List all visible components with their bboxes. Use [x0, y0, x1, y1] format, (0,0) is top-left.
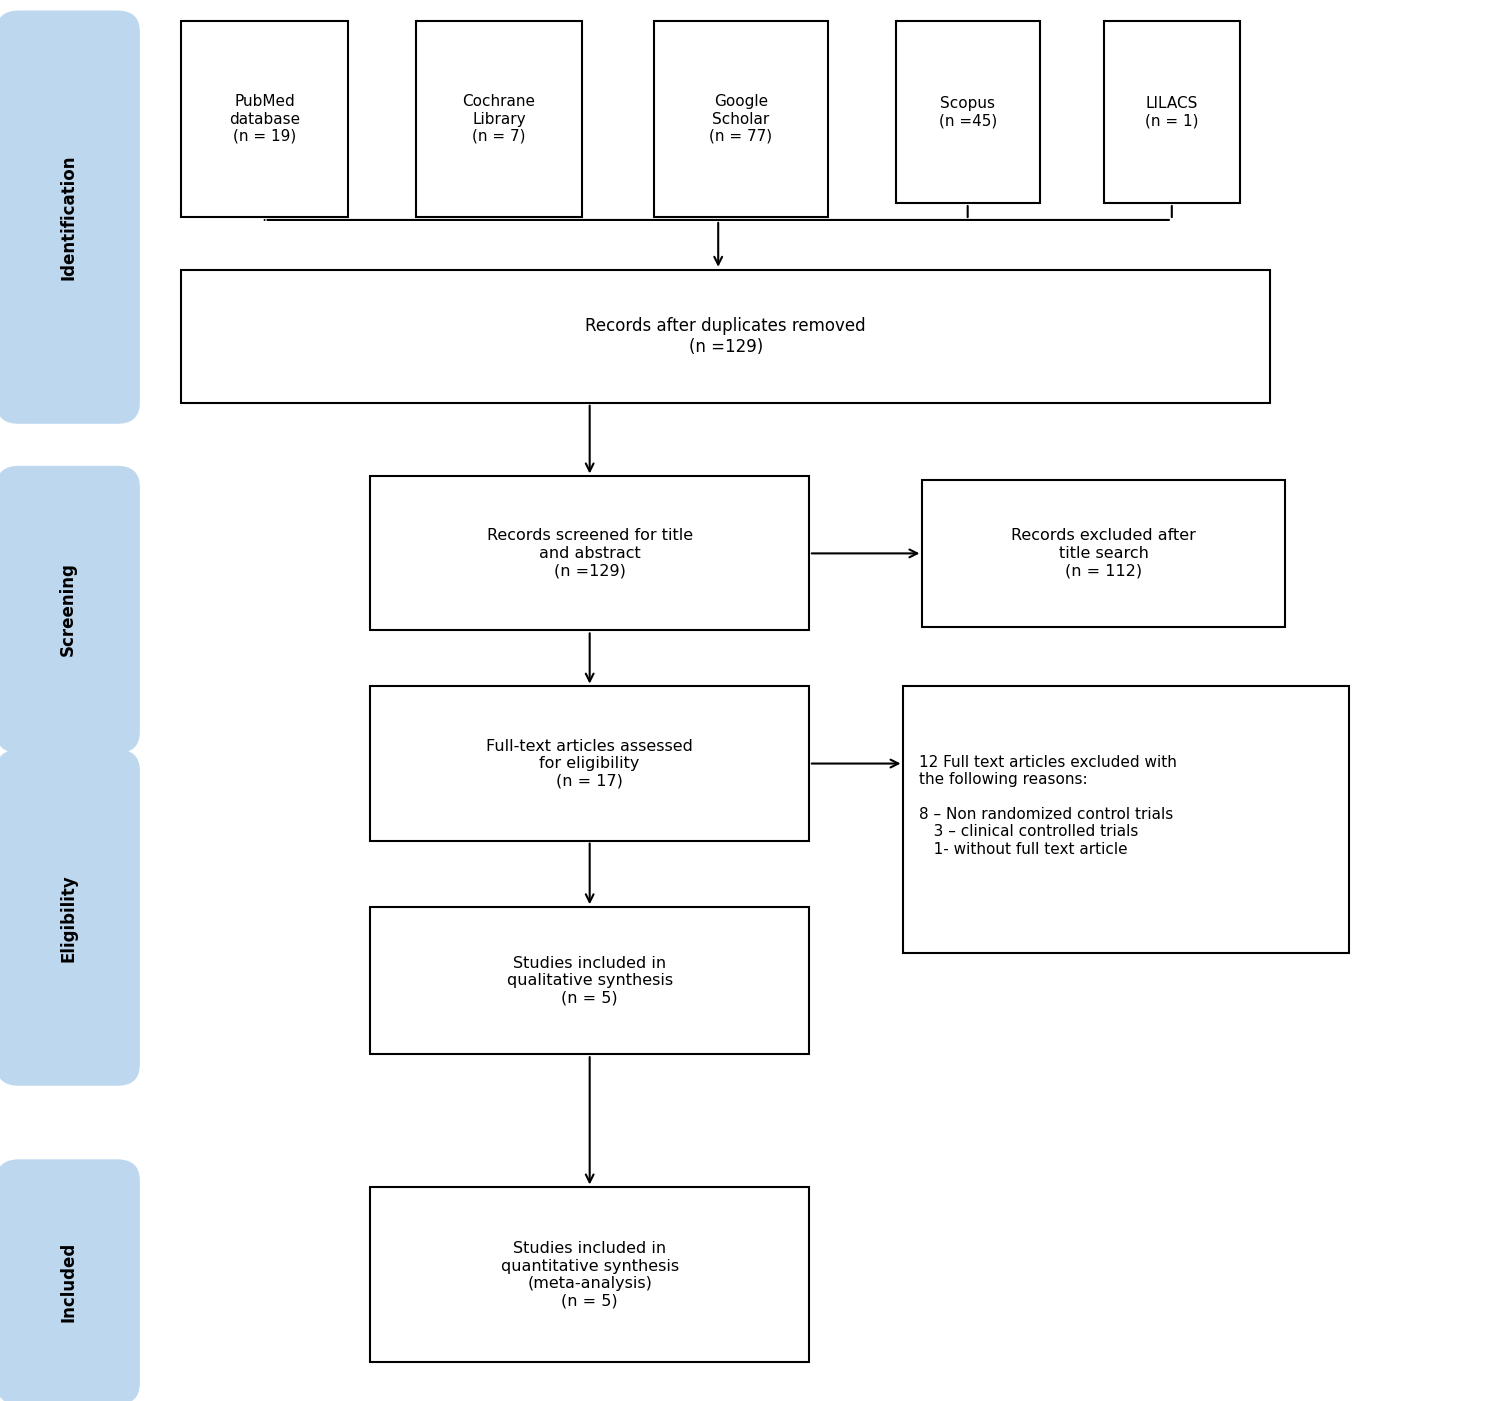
FancyBboxPatch shape — [181, 21, 348, 217]
Text: Cochrane
Library
(n = 7): Cochrane Library (n = 7) — [463, 94, 535, 144]
Text: Records excluded after
title search
(n = 112): Records excluded after title search (n =… — [1012, 528, 1196, 579]
Text: Scopus
(n =45): Scopus (n =45) — [939, 95, 996, 129]
FancyBboxPatch shape — [370, 1188, 809, 1362]
Text: Full-text articles assessed
for eligibility
(n = 17): Full-text articles assessed for eligibil… — [487, 738, 692, 789]
Text: 12 Full text articles excluded with
the following reasons:

8 – Non randomized c: 12 Full text articles excluded with the … — [919, 755, 1176, 856]
FancyBboxPatch shape — [0, 1160, 139, 1401]
FancyBboxPatch shape — [895, 21, 1040, 203]
FancyBboxPatch shape — [922, 479, 1285, 628]
FancyBboxPatch shape — [0, 750, 139, 1086]
FancyBboxPatch shape — [0, 467, 139, 754]
Text: Studies included in
quantitative synthesis
(meta-analysis)
(n = 5): Studies included in quantitative synthes… — [500, 1241, 679, 1309]
Text: LILACS
(n = 1): LILACS (n = 1) — [1145, 95, 1199, 129]
FancyBboxPatch shape — [653, 21, 827, 217]
FancyBboxPatch shape — [370, 476, 809, 630]
FancyBboxPatch shape — [904, 686, 1349, 953]
FancyBboxPatch shape — [181, 270, 1270, 403]
Text: Studies included in
qualitative synthesis
(n = 5): Studies included in qualitative synthesi… — [507, 955, 673, 1006]
FancyBboxPatch shape — [370, 686, 809, 841]
FancyBboxPatch shape — [0, 11, 139, 425]
Text: Eligibility: Eligibility — [59, 874, 77, 961]
Text: Identification: Identification — [59, 154, 77, 280]
FancyBboxPatch shape — [1104, 21, 1240, 203]
Text: Included: Included — [59, 1241, 77, 1323]
Text: Screening: Screening — [59, 562, 77, 657]
Text: Records screened for title
and abstract
(n =129): Records screened for title and abstract … — [487, 528, 692, 579]
Text: Records after duplicates removed
(n =129): Records after duplicates removed (n =129… — [585, 317, 866, 356]
Text: PubMed
database
(n = 19): PubMed database (n = 19) — [228, 94, 301, 144]
FancyBboxPatch shape — [416, 21, 582, 217]
Text: Google
Scholar
(n = 77): Google Scholar (n = 77) — [709, 94, 773, 144]
FancyBboxPatch shape — [370, 908, 809, 1054]
